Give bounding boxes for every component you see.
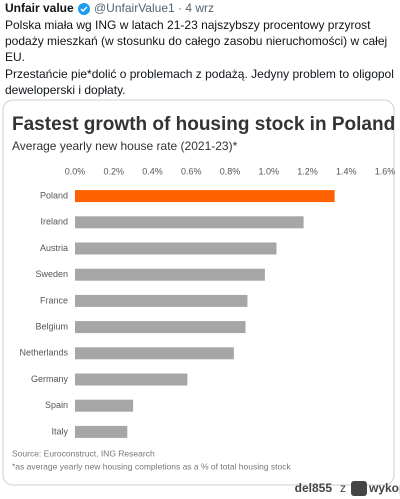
x-tick-label: 0.0% bbox=[65, 166, 86, 176]
y-tick-label: Spain bbox=[45, 400, 68, 410]
y-tick-label: Italy bbox=[51, 426, 68, 436]
tweet-text: Polska miała wg ING w latach 21-23 najsz… bbox=[5, 18, 388, 64]
bar bbox=[75, 321, 246, 334]
bar bbox=[75, 294, 248, 307]
bar bbox=[75, 347, 234, 360]
bar bbox=[75, 242, 277, 255]
chart-title: Fastest growth of housing stock in Polan… bbox=[12, 114, 395, 135]
tweet-name[interactable]: Unfair value bbox=[5, 1, 74, 15]
verified-check bbox=[80, 6, 88, 13]
footer-user: del855 bbox=[295, 481, 333, 495]
bar bbox=[75, 373, 188, 386]
y-tick-label: Poland bbox=[40, 190, 68, 200]
bar bbox=[75, 190, 335, 203]
x-tick-label: 1.6% bbox=[375, 166, 396, 176]
source: Source: Euroconstruct, ING Research bbox=[12, 448, 155, 458]
tweet-handle[interactable]: @UnfairValue1 · 4 wrz bbox=[94, 1, 214, 15]
x-tick-label: 0.6% bbox=[181, 166, 202, 176]
bar bbox=[75, 425, 128, 438]
tweet-text: Przestańcie pie*dolić o problemach z pod… bbox=[5, 67, 394, 97]
wykop-logo bbox=[351, 481, 367, 496]
footer-site: wykop.pl bbox=[368, 481, 400, 495]
y-tick-label: Germany bbox=[31, 374, 69, 384]
y-tick-label: Netherlands bbox=[19, 348, 68, 358]
y-tick-label: Ireland bbox=[40, 217, 68, 227]
y-tick-label: France bbox=[40, 295, 68, 305]
x-tick-label: 0.4% bbox=[142, 166, 163, 176]
bar bbox=[75, 216, 304, 229]
footer-word: z bbox=[340, 481, 346, 495]
y-tick-label: Austria bbox=[40, 243, 68, 253]
bar bbox=[75, 399, 134, 412]
x-tick-label: 1.0% bbox=[258, 166, 279, 176]
x-tick-label: 0.8% bbox=[220, 166, 241, 176]
x-tick-label: 1.4% bbox=[336, 166, 357, 176]
footnote: *as average yearly new housing completio… bbox=[12, 461, 292, 471]
y-tick-label: Belgium bbox=[35, 321, 68, 331]
y-tick-label: Sweden bbox=[35, 269, 68, 279]
x-tick-label: 1.2% bbox=[297, 166, 318, 176]
x-tick-label: 0.2% bbox=[103, 166, 124, 176]
chart-subtitle: Average yearly new house rate (2021-23)* bbox=[12, 139, 238, 153]
bar bbox=[75, 268, 265, 281]
